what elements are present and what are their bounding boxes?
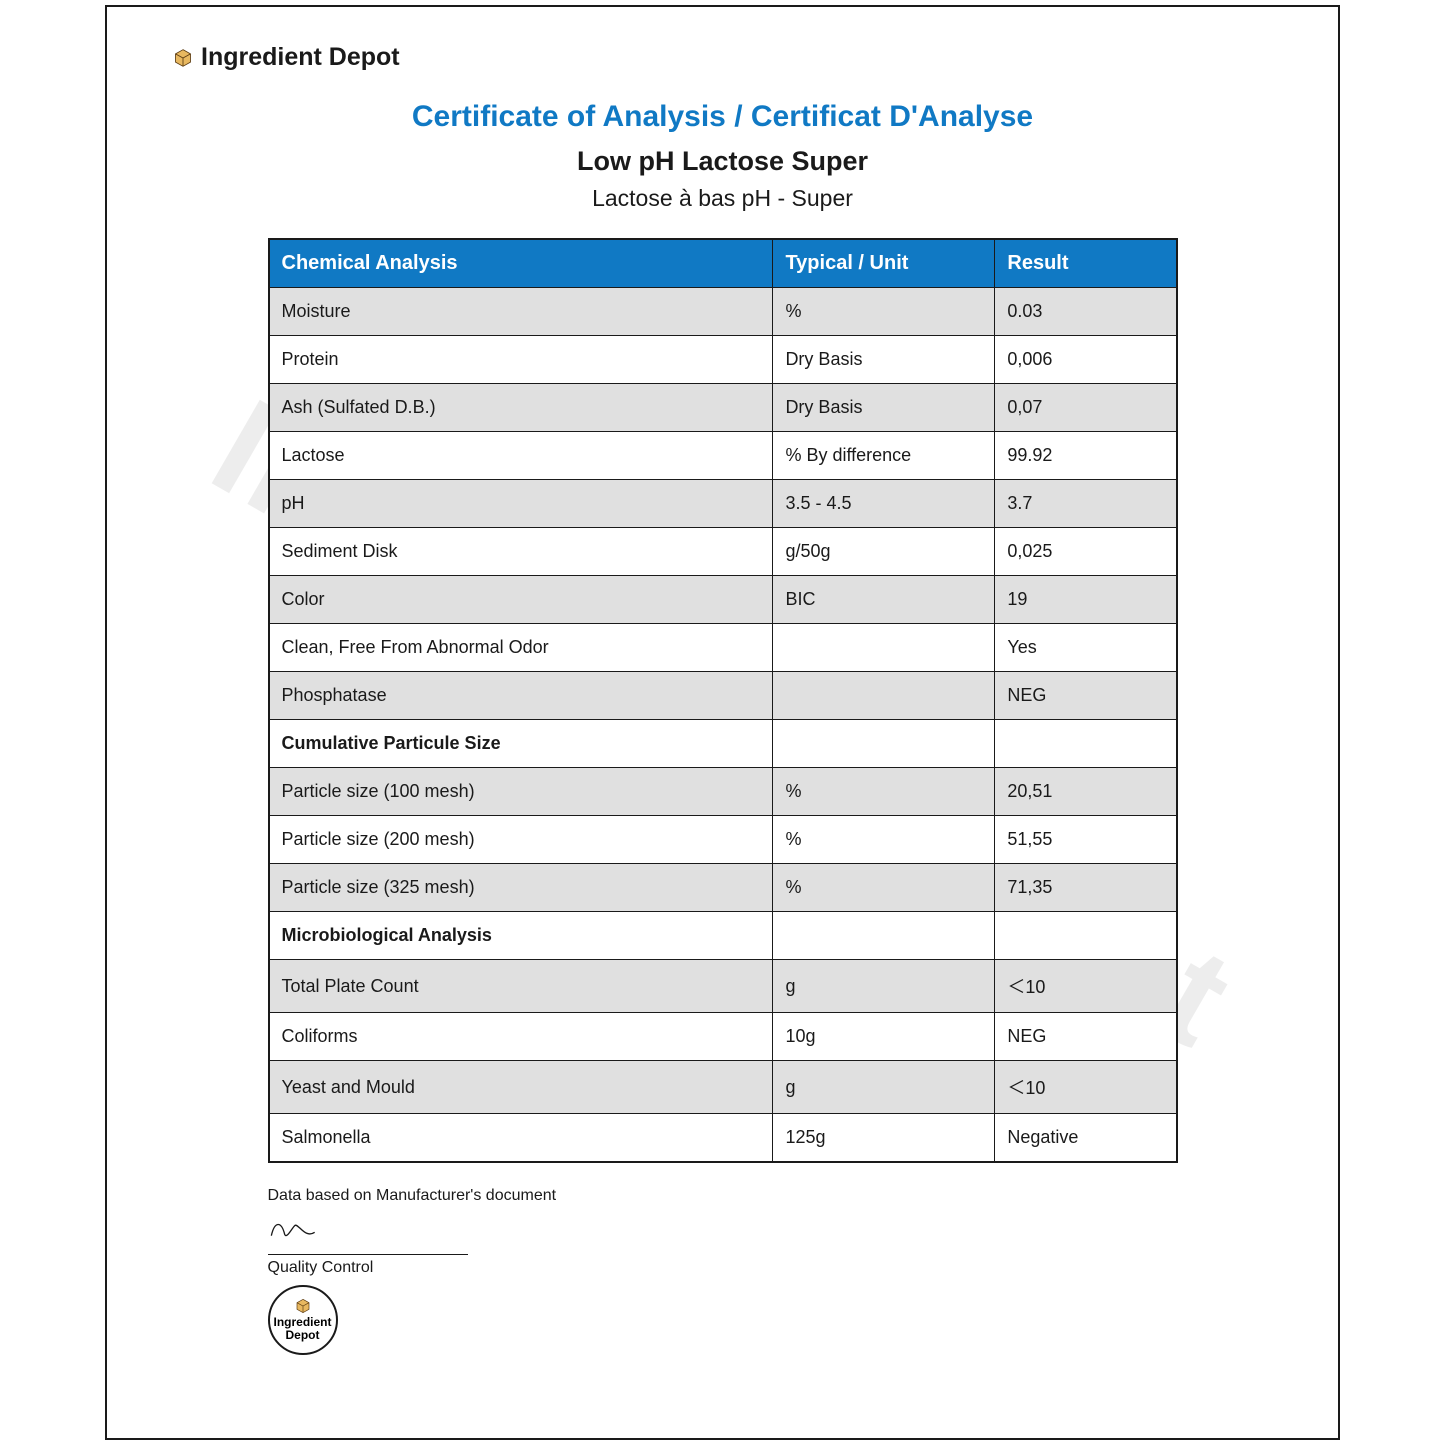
table-cell bbox=[773, 672, 995, 720]
table-cell: 19 bbox=[995, 576, 1177, 624]
table-cell: Dry Basis bbox=[773, 384, 995, 432]
table-cell: Sediment Disk bbox=[269, 528, 773, 576]
table-cell: Particle size (325 mesh) bbox=[269, 864, 773, 912]
table-cell: Particle size (100 mesh) bbox=[269, 768, 773, 816]
analysis-table: Chemical Analysis Typical / Unit Result … bbox=[268, 238, 1178, 1163]
table-cell: 125g bbox=[773, 1114, 995, 1163]
company-name: Ingredient Depot bbox=[201, 43, 400, 72]
table-cell: Dry Basis bbox=[773, 336, 995, 384]
table-cell: g/50g bbox=[773, 528, 995, 576]
table-cell: Color bbox=[269, 576, 773, 624]
table-cell: ＜10 bbox=[995, 960, 1177, 1013]
table-cell: Yeast and Mould bbox=[269, 1061, 773, 1114]
table-row: Salmonella125gNegative bbox=[269, 1114, 1177, 1163]
stamp-line2: Depot bbox=[286, 1329, 320, 1342]
col-header-typical: Typical / Unit bbox=[773, 239, 995, 288]
table-row: Yeast and Mouldg＜10 bbox=[269, 1061, 1177, 1114]
table-row: Phosphatase NEG bbox=[269, 672, 1177, 720]
product-subtitle: Lactose à bas pH - Super bbox=[167, 185, 1278, 212]
table-row: Coliforms10gNEG bbox=[269, 1013, 1177, 1061]
table-row: pH3.5 - 4.53.7 bbox=[269, 480, 1177, 528]
table-cell: Coliforms bbox=[269, 1013, 773, 1061]
table-cell: BIC bbox=[773, 576, 995, 624]
table-cell bbox=[773, 720, 995, 768]
table-cell: Ash (Sulfated D.B.) bbox=[269, 384, 773, 432]
table-cell: Moisture bbox=[269, 288, 773, 336]
table-cell: % bbox=[773, 864, 995, 912]
table-cell: 3.5 - 4.5 bbox=[773, 480, 995, 528]
table-row: Sediment Diskg/50g0,025 bbox=[269, 528, 1177, 576]
table-cell: Lactose bbox=[269, 432, 773, 480]
table-row: Microbiological Analysis bbox=[269, 912, 1177, 960]
table-row: ColorBIC19 bbox=[269, 576, 1177, 624]
box-icon bbox=[173, 48, 193, 68]
table-cell: % bbox=[773, 288, 995, 336]
table-cell: 20,51 bbox=[995, 768, 1177, 816]
table-cell: 10g bbox=[773, 1013, 995, 1061]
table-cell: Microbiological Analysis bbox=[269, 912, 773, 960]
table-cell bbox=[773, 624, 995, 672]
table-cell bbox=[995, 912, 1177, 960]
table-header-row: Chemical Analysis Typical / Unit Result bbox=[269, 239, 1177, 288]
table-cell: Total Plate Count bbox=[269, 960, 773, 1013]
certificate-page: Ingredient Depot Ingredient Depot Certif… bbox=[105, 5, 1340, 1440]
company-stamp: Ingredient Depot bbox=[268, 1285, 338, 1355]
product-name: Low pH Lactose Super bbox=[167, 146, 1278, 177]
table-row: Clean, Free From Abnormal Odor Yes bbox=[269, 624, 1177, 672]
table-cell: Salmonella bbox=[269, 1114, 773, 1163]
table-cell bbox=[773, 912, 995, 960]
table-cell: Particle size (200 mesh) bbox=[269, 816, 773, 864]
table-cell: NEG bbox=[995, 672, 1177, 720]
box-icon bbox=[295, 1298, 311, 1314]
table-row: Cumulative Particule Size bbox=[269, 720, 1177, 768]
table-cell: 3.7 bbox=[995, 480, 1177, 528]
table-cell: Yes bbox=[995, 624, 1177, 672]
table-cell bbox=[995, 720, 1177, 768]
col-header-result: Result bbox=[995, 239, 1177, 288]
table-cell: Clean, Free From Abnormal Odor bbox=[269, 624, 773, 672]
table-cell: % bbox=[773, 816, 995, 864]
table-row: Particle size (325 mesh)%71,35 bbox=[269, 864, 1177, 912]
quality-control-label: Quality Control bbox=[268, 1259, 1178, 1277]
table-cell: 0,006 bbox=[995, 336, 1177, 384]
header-logo: Ingredient Depot bbox=[173, 43, 1278, 72]
table-cell: 0,07 bbox=[995, 384, 1177, 432]
table-cell: NEG bbox=[995, 1013, 1177, 1061]
table-row: Moisture%0.03 bbox=[269, 288, 1177, 336]
col-header-analysis: Chemical Analysis bbox=[269, 239, 773, 288]
table-cell: Negative bbox=[995, 1114, 1177, 1163]
table-cell: Cumulative Particule Size bbox=[269, 720, 773, 768]
table-cell: Protein bbox=[269, 336, 773, 384]
table-cell: 99.92 bbox=[995, 432, 1177, 480]
footnote: Data based on Manufacturer's document bbox=[268, 1187, 1178, 1205]
signature-line bbox=[268, 1254, 468, 1255]
table-cell: Phosphatase bbox=[269, 672, 773, 720]
table-cell: 71,35 bbox=[995, 864, 1177, 912]
certificate-title: Certificate of Analysis / Certificat D'A… bbox=[167, 100, 1278, 134]
table-cell: 0.03 bbox=[995, 288, 1177, 336]
footer-block: Data based on Manufacturer's document Qu… bbox=[268, 1187, 1178, 1355]
table-row: Particle size (200 mesh)%51,55 bbox=[269, 816, 1177, 864]
table-row: Total Plate Countg＜10 bbox=[269, 960, 1177, 1013]
table-cell: pH bbox=[269, 480, 773, 528]
title-block: Certificate of Analysis / Certificat D'A… bbox=[167, 100, 1278, 212]
table-cell: 51,55 bbox=[995, 816, 1177, 864]
signature bbox=[268, 1211, 348, 1247]
table-row: Lactose% By difference99.92 bbox=[269, 432, 1177, 480]
table-row: Ash (Sulfated D.B.)Dry Basis0,07 bbox=[269, 384, 1177, 432]
table-cell: % bbox=[773, 768, 995, 816]
table-cell: % By difference bbox=[773, 432, 995, 480]
table-cell: ＜10 bbox=[995, 1061, 1177, 1114]
table-row: Particle size (100 mesh)%20,51 bbox=[269, 768, 1177, 816]
table-row: ProteinDry Basis0,006 bbox=[269, 336, 1177, 384]
table-cell: g bbox=[773, 960, 995, 1013]
table-cell: 0,025 bbox=[995, 528, 1177, 576]
table-cell: g bbox=[773, 1061, 995, 1114]
